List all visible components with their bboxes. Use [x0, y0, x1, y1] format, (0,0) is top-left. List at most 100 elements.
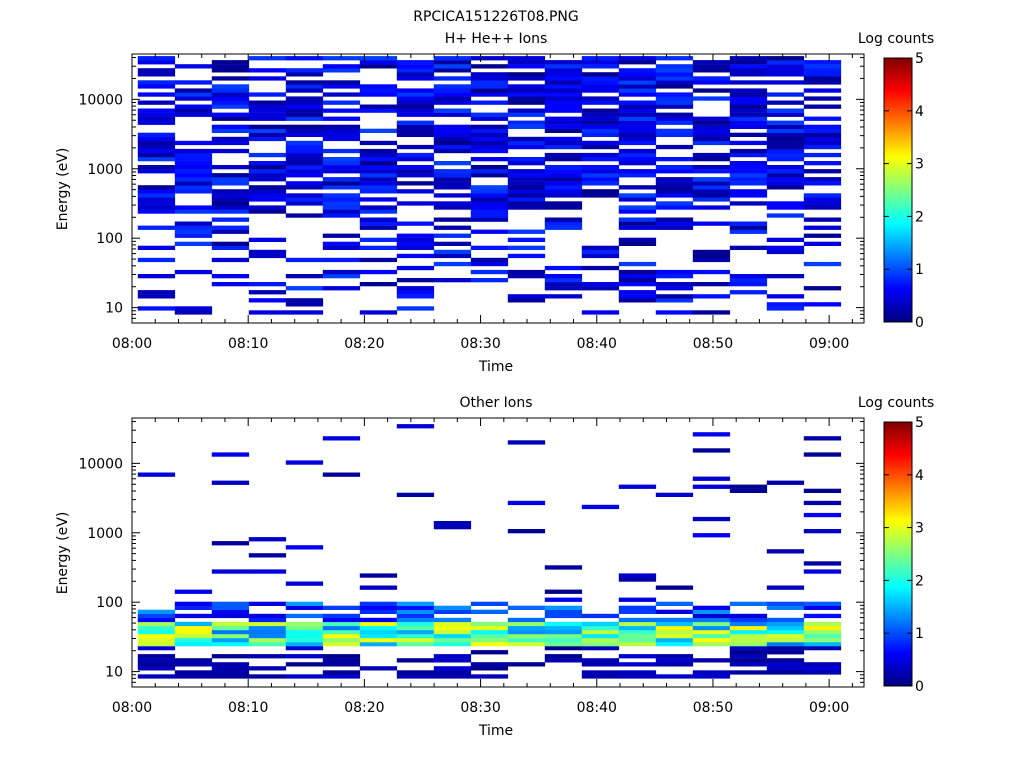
heatmap-cell	[137, 646, 176, 651]
heatmap-cell	[211, 68, 250, 73]
heatmap-cell	[174, 658, 213, 663]
heatmap-cell	[396, 492, 435, 497]
heatmap-cell	[544, 136, 583, 142]
heatmap-cell	[322, 269, 361, 275]
heatmap-cell	[433, 278, 472, 283]
x-axis: 08:00 08:10 08:20 08:30 08:40 08:50 09:00	[112, 418, 853, 716]
heatmap-cell	[618, 670, 657, 675]
heatmap-cell	[470, 674, 509, 679]
heatmap-cell	[285, 169, 324, 174]
y-axis-label: Energy (eV)	[55, 148, 71, 231]
heatmap-cell	[433, 161, 472, 166]
heatmap-cell	[137, 201, 176, 206]
heatmap-cell	[507, 173, 546, 178]
heatmap-cell	[359, 60, 398, 65]
heatmap-cell	[211, 197, 250, 202]
heatmap-cell	[544, 286, 583, 291]
heatmap-cell	[211, 181, 250, 186]
heatmap-cell	[803, 136, 842, 142]
heatmap-cell	[137, 638, 176, 643]
heatmap-cell	[507, 144, 546, 150]
heatmap-cell	[174, 104, 213, 109]
heatmap-cell	[766, 165, 805, 170]
heatmap-cell	[174, 181, 213, 186]
heatmap-cell	[655, 68, 694, 73]
heatmap-cell	[396, 670, 435, 675]
heatmap-cell	[655, 181, 694, 186]
heatmap-cell	[729, 633, 768, 639]
heatmap-cell	[137, 629, 176, 635]
heatmap-cell	[692, 605, 731, 610]
heatmap-cell	[692, 68, 731, 73]
heatmap-cell	[507, 642, 546, 647]
heatmap-cell	[618, 173, 657, 178]
x-axis-label: Time	[478, 359, 513, 375]
heatmap-cell	[803, 302, 842, 307]
heatmap-cell	[322, 658, 361, 663]
heatmap-cell	[618, 100, 657, 105]
heatmap-cell	[470, 193, 509, 198]
heatmap-cell	[433, 617, 472, 623]
heatmap-cell	[803, 60, 842, 65]
heatmap-cell	[655, 662, 694, 667]
heatmap-cell	[174, 625, 213, 631]
heatmap-cell	[174, 605, 213, 610]
heatmap-cell	[544, 92, 583, 97]
heatmap-cell	[137, 165, 176, 170]
heatmap-cell	[581, 132, 620, 137]
heatmap-cell	[174, 662, 213, 667]
heatmap-cell	[396, 638, 435, 643]
heatmap-cell	[507, 201, 546, 206]
heatmap-cell	[396, 157, 435, 162]
heatmap-cell	[618, 108, 657, 113]
heatmap-cell	[433, 177, 472, 182]
heatmap-cell	[322, 617, 361, 623]
heatmap-cell	[211, 64, 250, 69]
heatmap-cell	[544, 72, 583, 77]
heatmap-cell	[507, 181, 546, 186]
heatmap-cell	[322, 64, 361, 69]
heatmap-cell	[137, 80, 176, 85]
heatmap-cell	[470, 56, 509, 61]
heatmap-cell	[137, 621, 176, 627]
heatmap-cell	[433, 92, 472, 97]
heatmap-cell	[544, 144, 583, 150]
heatmap-cell	[396, 278, 435, 283]
heatmap-cell	[470, 173, 509, 178]
heatmap-cell	[359, 165, 398, 170]
heatmap-cell	[581, 504, 620, 510]
x-tick-label: 08:40	[577, 336, 617, 352]
heatmap-cell	[396, 658, 435, 663]
heatmap-cell	[544, 589, 583, 594]
heatmap-cell	[692, 613, 731, 619]
heatmap-cell	[618, 197, 657, 202]
heatmap-cell	[322, 116, 361, 121]
heatmap-cell	[433, 625, 472, 631]
heatmap-cell	[803, 605, 842, 610]
heatmap-cell	[507, 92, 546, 97]
heatmap-cell	[655, 221, 694, 226]
heatmap-cell	[285, 72, 324, 77]
heatmap-cell	[729, 225, 768, 230]
heatmap-cell	[285, 581, 324, 586]
heatmap-cell	[470, 229, 509, 234]
heatmap-cell	[581, 72, 620, 77]
heatmap-cell	[322, 84, 361, 89]
heatmap-cell	[803, 488, 842, 493]
heatmap-cell	[692, 128, 731, 133]
colorbar-label: Log counts	[858, 31, 934, 47]
y-axis-label: Energy (eV)	[55, 512, 71, 595]
heatmap-cell	[174, 633, 213, 639]
heatmap-cell	[544, 157, 583, 162]
heatmap-cell	[803, 670, 842, 675]
y-tick-label: 100	[96, 231, 123, 247]
heatmap-cell	[433, 108, 472, 113]
heatmap-cell	[285, 460, 324, 465]
heatmap-cell	[248, 625, 287, 631]
heatmap-cell	[285, 68, 324, 73]
heatmap-cell	[211, 60, 250, 65]
heatmap-cell	[766, 642, 805, 647]
heatmap-cell	[359, 108, 398, 113]
heatmap-cell	[766, 670, 805, 675]
